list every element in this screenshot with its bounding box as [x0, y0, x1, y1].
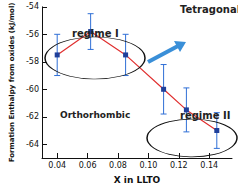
svg-text:-62: -62: [26, 112, 39, 121]
svg-text:-56: -56: [26, 30, 39, 39]
svg-text:0.10: 0.10: [139, 161, 157, 170]
svg-text:0.14: 0.14: [200, 161, 218, 170]
svg-text:0.12: 0.12: [170, 161, 188, 170]
svg-text:0.04: 0.04: [48, 161, 66, 170]
svg-text:Formation Enthalpy from oxides: Formation Enthalpy from oxides (kJ/mol): [8, 2, 16, 162]
svg-text:0.06: 0.06: [79, 161, 97, 170]
svg-text:regime I: regime I: [72, 28, 119, 39]
svg-text:-64: -64: [26, 140, 39, 149]
svg-text:0.08: 0.08: [109, 161, 127, 170]
svg-text:-58: -58: [26, 57, 39, 66]
svg-text:X in LLTO: X in LLTO: [114, 175, 161, 185]
svg-text:-60: -60: [26, 85, 39, 94]
svg-text:-54: -54: [26, 2, 39, 11]
svg-text:regime II: regime II: [180, 110, 230, 121]
svg-text:Tetragonal: Tetragonal: [180, 4, 238, 15]
svg-text:Orthorhombic: Orthorhombic: [60, 110, 130, 120]
